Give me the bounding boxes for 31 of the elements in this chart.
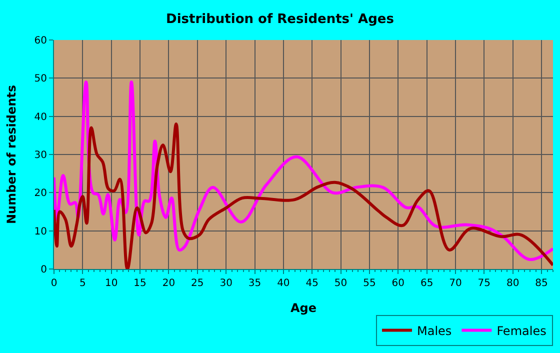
y-tick-label: 20 [34, 188, 47, 200]
x-tick-label: 25 [191, 278, 204, 289]
chart-title: Distribution of Residents' Ages [166, 12, 394, 28]
y-tick-label: 50 [34, 74, 47, 85]
x-tick-label: 85 [535, 278, 548, 289]
x-tick-label: 55 [363, 278, 376, 289]
y-tick-label: 40 [34, 112, 47, 123]
y-tick-label: 0 [40, 264, 47, 276]
x-tick-label: 75 [478, 278, 491, 289]
x-tick-label: 70 [449, 278, 462, 289]
x-tick-label: 40 [277, 278, 290, 289]
y-tick-label: 60 [34, 36, 47, 46]
x-tick-label: 50 [334, 278, 348, 289]
x-tick-label: 30 [220, 278, 232, 289]
y-tick-label: 10 [34, 226, 47, 238]
legend-label: Males [417, 324, 452, 338]
x-tick-label: 15 [134, 278, 146, 289]
legend-label: Females [496, 324, 546, 338]
x-tick-label: 10 [104, 278, 118, 289]
y-axis-title: Number of residents [4, 84, 19, 224]
x-tick-label: 65 [420, 278, 434, 289]
x-tick-label: 0 [50, 278, 58, 289]
x-tick-label: 80 [506, 278, 520, 289]
x-axis-title: Age [290, 300, 317, 315]
x-tick-label: 45 [306, 278, 318, 289]
y-tick-label: 30 [34, 150, 47, 161]
x-tick-label: 5 [79, 278, 86, 289]
x-tick-label: 60 [392, 278, 405, 289]
line-series [54, 80, 553, 261]
x-tick-label: 20 [162, 278, 176, 289]
x-tick-label: 35 [248, 278, 262, 289]
